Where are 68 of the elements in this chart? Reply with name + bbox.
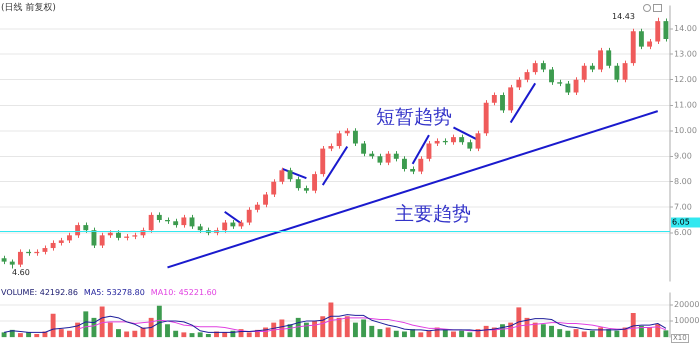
bar	[173, 330, 178, 338]
bar	[590, 330, 595, 338]
bar	[100, 306, 105, 338]
bar	[352, 322, 358, 338]
y-tick-label: 10.00	[674, 126, 697, 135]
bar	[198, 332, 203, 338]
bar	[75, 322, 80, 338]
bar	[574, 329, 578, 338]
bar	[165, 324, 170, 338]
bar	[140, 328, 146, 338]
bar	[426, 330, 432, 338]
y-tick-label: 9.00	[674, 151, 692, 160]
bar	[451, 332, 456, 338]
annotation: 主要趋势	[395, 202, 471, 227]
annotation: 14.43	[612, 12, 635, 21]
bar	[116, 329, 121, 338]
bar	[336, 318, 342, 338]
bar	[663, 330, 668, 338]
y-tick-label: 12.00	[674, 74, 697, 84]
y-tick-label: 14.00	[674, 24, 697, 33]
bar	[467, 332, 472, 338]
bar	[18, 333, 23, 338]
candlestick	[165, 216, 170, 224]
text: MA10: 45221.60	[150, 288, 217, 297]
bar	[58, 329, 64, 338]
y-tick-label: 11.00	[674, 100, 697, 110]
bar	[638, 326, 644, 338]
bar	[124, 332, 130, 338]
bar	[206, 334, 211, 338]
bar	[190, 333, 194, 338]
candlestick	[124, 234, 130, 241]
y-tick-label: 6.00	[674, 228, 692, 237]
annotation: 4.60	[12, 268, 30, 277]
bar	[312, 321, 318, 338]
y-tick-label: 10000	[674, 316, 700, 326]
annotation: 短暂趋势	[376, 105, 452, 130]
bar	[516, 307, 522, 338]
y-tick-label: 7.00	[674, 202, 692, 212]
bar	[484, 326, 489, 338]
y-tick-label: 13.00	[674, 49, 697, 58]
bar	[156, 306, 162, 338]
bar	[304, 322, 309, 338]
bar	[50, 314, 56, 338]
bar	[557, 329, 562, 338]
y-tick-label: 20000	[674, 300, 700, 309]
bar	[328, 302, 334, 338]
series-label: VOLUME: 42192.86	[1, 288, 78, 297]
bar	[540, 324, 546, 338]
bar	[459, 330, 464, 338]
chart-title: (日线 前复权)	[1, 2, 56, 14]
bar	[565, 330, 570, 338]
bar	[402, 332, 407, 338]
bar	[386, 328, 391, 338]
bar	[181, 332, 186, 338]
bar	[614, 330, 620, 338]
ref-line-label: 6.05	[672, 218, 690, 227]
bar	[2, 332, 7, 338]
y-tick-label: 8.00	[674, 176, 692, 186]
bar	[132, 330, 138, 338]
bar	[67, 330, 72, 338]
bar	[549, 326, 554, 338]
bar	[647, 328, 652, 338]
bar	[108, 322, 113, 338]
bar	[377, 329, 382, 338]
bar	[394, 330, 399, 338]
text: MA5: 53278.80	[84, 288, 145, 297]
bar	[532, 322, 538, 338]
bar	[361, 319, 366, 338]
